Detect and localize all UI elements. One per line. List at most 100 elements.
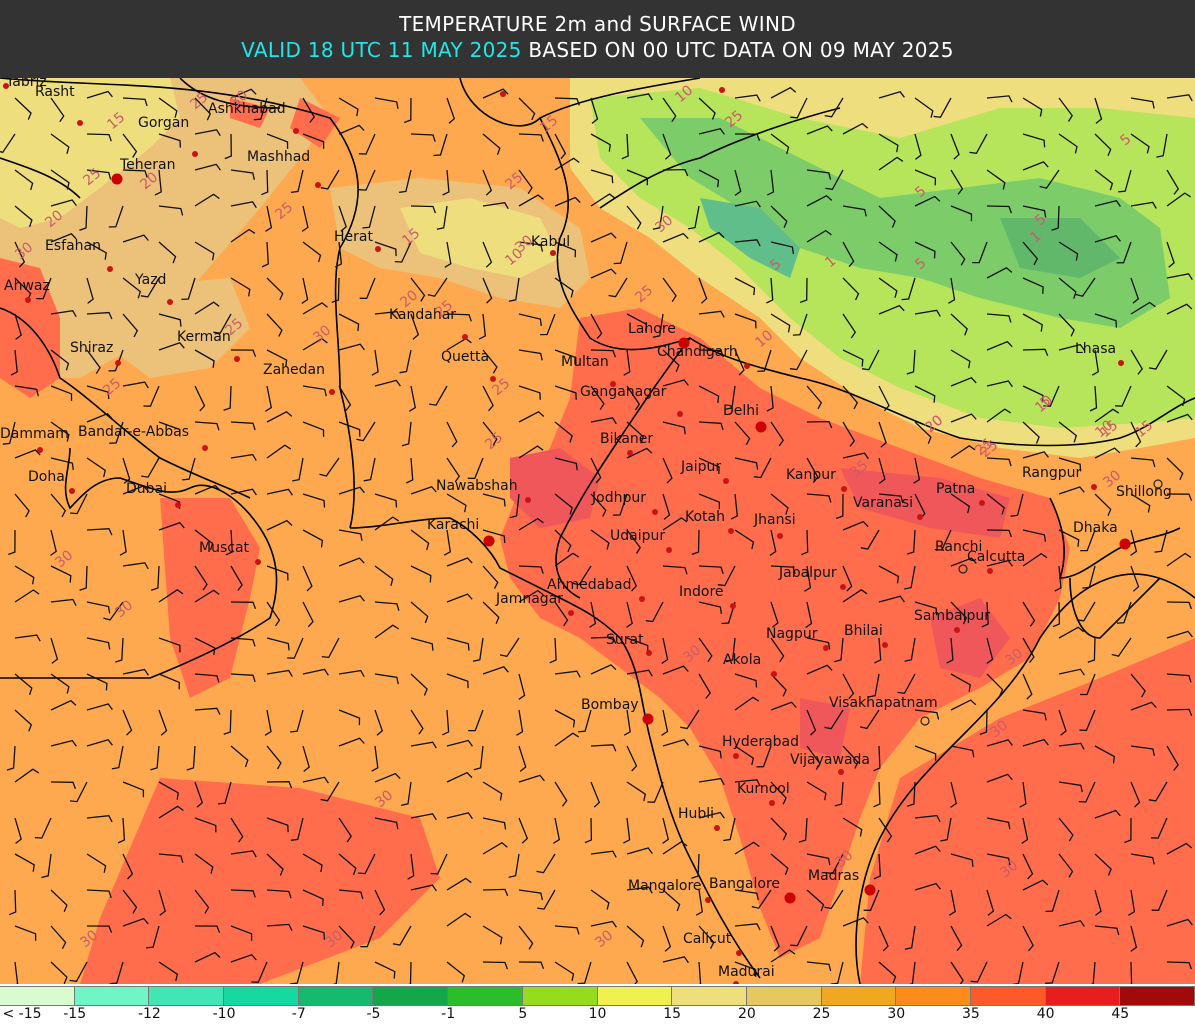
city-dot-jhansi bbox=[777, 533, 783, 539]
wind-barb bbox=[1166, 303, 1193, 315]
wind-barb bbox=[194, 529, 214, 551]
wind-barb bbox=[122, 133, 138, 158]
city-label-ganganagar: Ganganagar bbox=[580, 384, 667, 400]
wind-barb bbox=[86, 815, 113, 823]
city-dot-madurai bbox=[733, 981, 739, 984]
wind-barb bbox=[403, 97, 412, 124]
wind-barb bbox=[950, 349, 971, 369]
wind-barb bbox=[734, 889, 759, 901]
wind-barb bbox=[86, 457, 106, 478]
wind-barb bbox=[1130, 457, 1156, 468]
wind-barb bbox=[1091, 349, 1100, 376]
wind-barb bbox=[410, 673, 428, 696]
wind-barb bbox=[14, 961, 19, 984]
wind-barb bbox=[986, 559, 1013, 567]
city-dot-herat bbox=[375, 246, 381, 252]
wind-barb bbox=[1094, 199, 1121, 207]
wind-barb bbox=[1022, 601, 1036, 627]
wind-barb bbox=[482, 421, 498, 446]
wind-barb bbox=[50, 457, 74, 471]
wind-barb bbox=[1094, 408, 1120, 423]
wind-barb bbox=[970, 961, 988, 983]
wind-barb bbox=[626, 529, 641, 554]
wind-barb bbox=[770, 421, 784, 447]
wind-barb bbox=[50, 199, 77, 207]
wind-barb bbox=[770, 601, 779, 628]
wind-barb bbox=[1130, 701, 1157, 711]
map-header: TEMPERATURE 2m and SURFACE WIND VALID 18… bbox=[0, 0, 1195, 78]
city-label-nagpur: Nagpur bbox=[766, 626, 818, 642]
wind-barb bbox=[518, 961, 545, 970]
wind-barb bbox=[360, 925, 376, 948]
wind-barb bbox=[86, 673, 108, 691]
wind-barb bbox=[1075, 277, 1096, 297]
wind-barb bbox=[1130, 97, 1155, 109]
wind-barb bbox=[301, 277, 309, 304]
wind-barb bbox=[799, 277, 808, 304]
city-label-ahmedabad: Ahmedabad bbox=[547, 577, 632, 593]
wind-barb bbox=[108, 205, 124, 228]
wind-barb bbox=[590, 385, 605, 411]
wind-barb bbox=[50, 233, 77, 243]
city-dot-bikaner bbox=[627, 450, 633, 456]
wind-barb bbox=[842, 385, 859, 410]
wind-barb bbox=[50, 421, 70, 442]
hindu-kush-region bbox=[400, 198, 560, 278]
city-label-visakhapatnam: Visakhapatnam bbox=[829, 695, 938, 711]
wind-barb bbox=[398, 169, 412, 194]
wind-barb bbox=[266, 565, 289, 581]
wind-barb bbox=[109, 421, 124, 444]
map-area[interactable]: Tabriz Rasht Gorgan Ashkhabad Teheran Mashhad… bbox=[0, 78, 1195, 984]
wind-barb bbox=[801, 529, 809, 556]
wind-barb bbox=[662, 379, 689, 387]
wind-barb bbox=[1090, 961, 1096, 984]
wind-barb bbox=[806, 420, 833, 429]
wind-barb bbox=[1022, 879, 1049, 891]
city-label-akola: Akola bbox=[723, 652, 761, 668]
based-on-text: BASED ON 00 UTC DATA ON 09 MAY 2025 bbox=[521, 38, 954, 62]
wind-barb bbox=[578, 709, 592, 733]
city-dot-calcutta bbox=[987, 568, 993, 574]
wind-barb bbox=[158, 313, 182, 327]
wind-barb bbox=[950, 493, 971, 514]
wind-barb bbox=[1166, 842, 1193, 855]
wind-barb bbox=[518, 313, 542, 327]
wind-barb bbox=[518, 517, 544, 531]
wind-barb bbox=[986, 313, 1012, 323]
wind-barb bbox=[230, 453, 257, 461]
wind-barb bbox=[338, 709, 361, 726]
wind-barb bbox=[1094, 234, 1121, 243]
wind-barb bbox=[1130, 349, 1143, 375]
wind-barb bbox=[302, 385, 327, 397]
legend-tick-label: 45 bbox=[1111, 1006, 1130, 1022]
city-dot-indore bbox=[730, 603, 736, 609]
wind-barb bbox=[374, 97, 399, 109]
wind-barb bbox=[338, 889, 364, 900]
wind-barb bbox=[410, 601, 429, 624]
wind-barb bbox=[806, 125, 833, 135]
wind-barb bbox=[338, 853, 357, 876]
wind-barb bbox=[554, 529, 572, 553]
wind-barb bbox=[1094, 97, 1103, 124]
wind-barb bbox=[698, 277, 708, 304]
city-dot-mangalore bbox=[705, 897, 711, 903]
wind-barb bbox=[698, 97, 716, 120]
city-dot-rangpur bbox=[1091, 484, 1097, 490]
wind-barb bbox=[194, 951, 221, 963]
wind-barb bbox=[554, 781, 568, 807]
wind-barb bbox=[1130, 201, 1157, 209]
wind-barb bbox=[1058, 421, 1078, 443]
wind-barb bbox=[86, 277, 94, 304]
wind-barb bbox=[842, 349, 864, 367]
wind-barb bbox=[338, 421, 361, 437]
wind-barb bbox=[302, 925, 326, 940]
wind-barb bbox=[319, 457, 340, 477]
city-label-jamnagar: Jamnagar bbox=[495, 591, 563, 607]
wind-barb bbox=[14, 709, 33, 732]
wind-barb bbox=[374, 241, 397, 257]
city-dot-karachi bbox=[483, 535, 495, 547]
wind-barb bbox=[824, 889, 844, 910]
wind-barb bbox=[230, 349, 257, 357]
city-label-udaipur: Udaipur bbox=[610, 528, 665, 544]
